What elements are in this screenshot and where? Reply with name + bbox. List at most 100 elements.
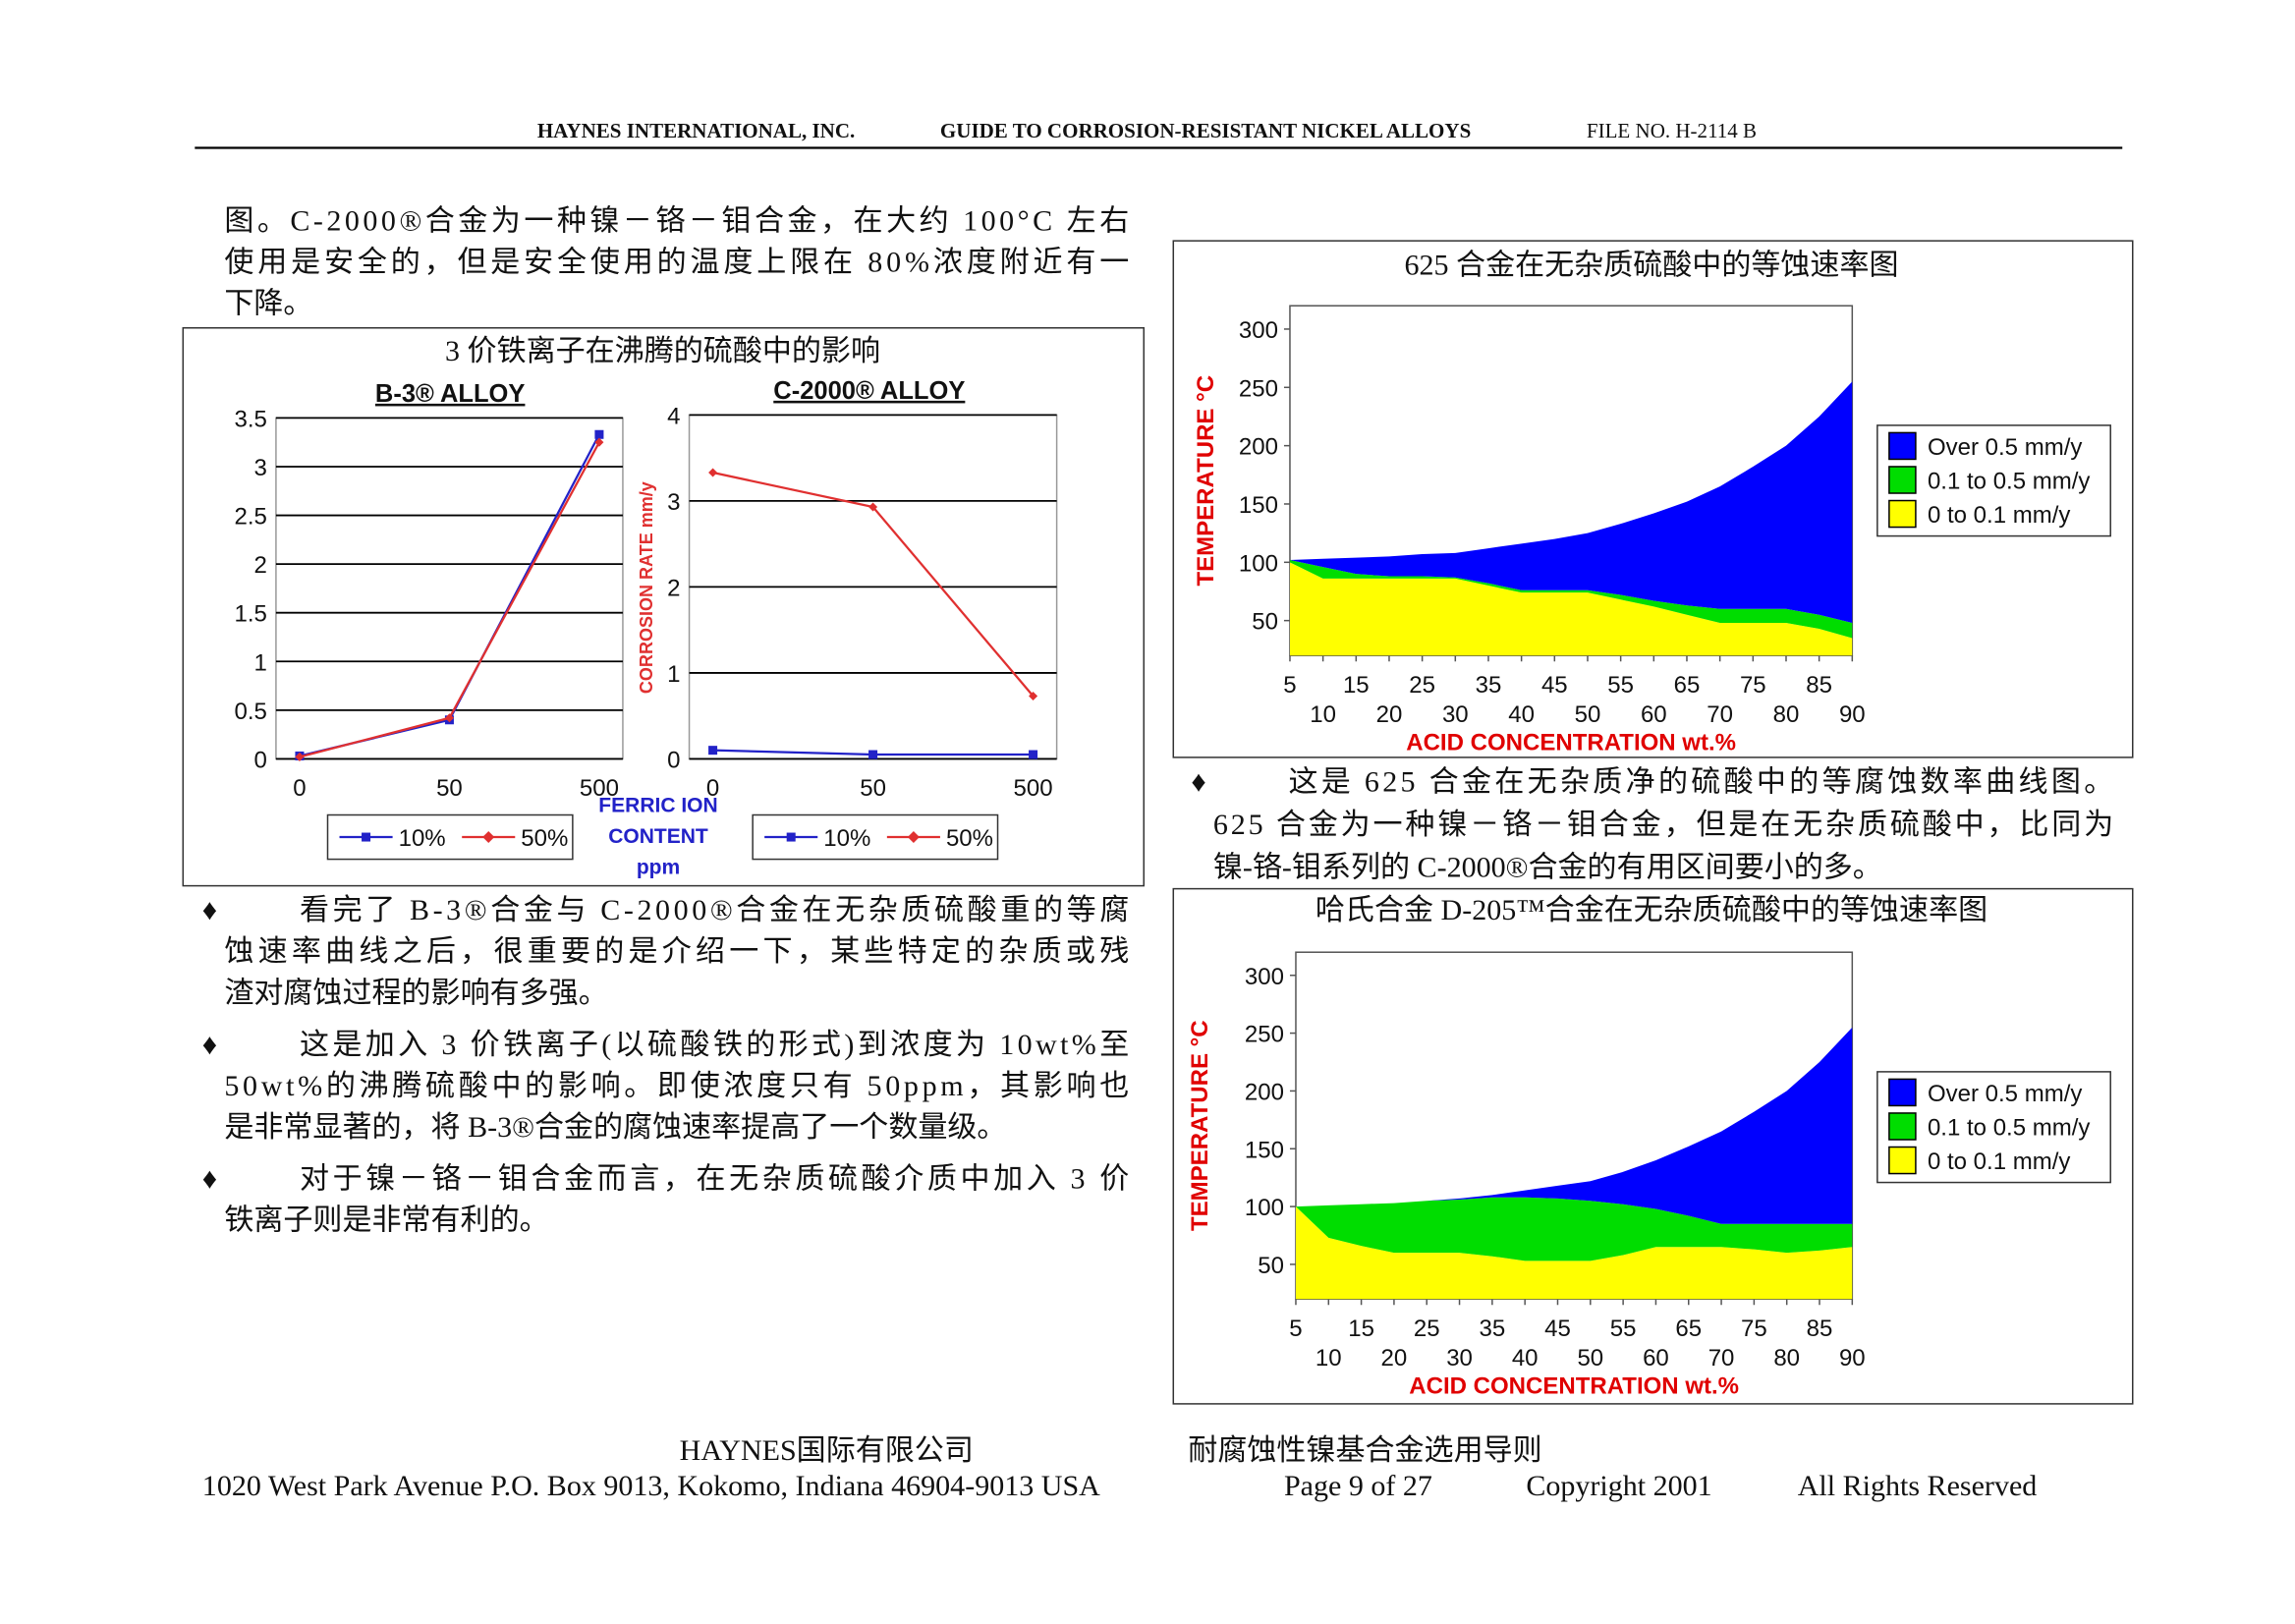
x-tick-label: 20 [1381,1345,1408,1372]
x-tick-label: 65 [1674,672,1701,699]
bullet-line: 这是 625 合金在无杂质净的硫酸中的等腐蚀数率曲线图。 [1288,765,2113,798]
x-tick-label: 35 [1476,672,1502,699]
bullet-line: 对于镍－铬－钼合金而言，在无杂质硫酸介质中加入 3 价 [300,1163,1129,1196]
legend-swatch [1888,1078,1917,1107]
footer-guide: 耐腐蚀性镍基合金选用导则 [1188,1434,1541,1467]
legend-label: 0 to 0.1 mm/y [1928,502,2070,529]
figure-frame [182,327,1145,887]
header-guide: GUIDE TO CORROSION-RESISTANT NICKEL ALLO… [940,119,1471,142]
legend-label: 10% [399,825,446,852]
area [1289,562,1853,656]
bullet-line: 渣对腐蚀过程的影响有多强。 [224,977,607,1009]
x-tick-label: 55 [1607,672,1634,699]
bullet-line: 是非常显著的，将 B-3®合金的腐蚀速率提高了一个数量级。 [224,1111,1006,1144]
y-tick-label: 3 [667,489,680,516]
legend-label: Over 0.5 mm/y [1928,434,2082,461]
y-axis-label: TEMPERATURE °C [1187,1020,1213,1231]
y-tick-label: 0.5 [235,699,267,725]
legend-label: 50% [946,825,993,852]
bullet-symbol: ♦ [202,894,217,926]
legend-swatch [1888,499,1917,529]
y-tick-label: 2.5 [235,504,267,531]
x-tick-label: 50 [1577,1345,1603,1372]
x-tick-label: 50 [860,775,886,802]
x-axis-label: FERRIC ION [598,795,717,817]
y-tick-label: 50 [1252,609,1278,636]
y-tick-label: 250 [1245,1022,1284,1048]
legend-label: 10% [823,825,870,852]
x-tick-label: 70 [1708,1345,1735,1372]
figure-frame [1172,240,2134,758]
legend-label: 0.1 to 0.5 mm/y [1928,469,2091,495]
data-point [868,502,878,512]
x-tick-label: 20 [1376,701,1403,728]
footer-page: Page 9 of 27 [1284,1470,1432,1502]
y-axis-label: CORROSION RATE mm/y [637,481,656,694]
area [1295,1027,1853,1224]
x-tick-label: 90 [1839,1345,1866,1372]
bullet-line: 镍-铬-钼系列的 C-2000®合金的有用区间要小的多。 [1213,852,1882,884]
x-tick-label: 50 [436,775,463,802]
bullet-symbol: ♦ [202,1163,217,1196]
x-tick-label: 70 [1707,701,1733,728]
bullet-symbol: ♦ [202,1029,217,1061]
x-tick-label: 75 [1741,1316,1767,1342]
y-tick-label: 3 [254,455,267,481]
y-tick-label: 50 [1258,1253,1284,1279]
bullet-line: 50wt%的沸腾硫酸中的影响。即使浓度只有 50ppm，其影响也 [224,1070,1129,1102]
y-tick-label: 200 [1239,434,1278,461]
data-point [868,750,878,759]
legend-swatch [1888,1112,1917,1141]
x-tick-label: 500 [1014,775,1053,802]
y-tick-label: 200 [1245,1079,1284,1105]
x-tick-label: 40 [1512,1345,1539,1372]
legend-swatch [1888,431,1917,461]
figure-frame [1172,887,2134,1405]
y-tick-label: 1 [667,661,680,688]
data-point [444,713,454,723]
y-tick-label: 4 [667,403,680,429]
footer-rights: All Rights Reserved [1798,1470,2038,1502]
x-axis-label: ACID CONCENTRATION wt.% [1409,1372,1739,1399]
x-tick-label: 0 [706,775,719,802]
x-axis-label: ACID CONCENTRATION wt.% [1406,729,1736,756]
legend-marker [482,831,495,844]
y-tick-label: 0 [254,747,267,773]
x-tick-label: 35 [1480,1316,1506,1342]
x-tick-label: 500 [580,775,619,802]
x-tick-label: 80 [1773,701,1800,728]
legend-marker [362,832,371,842]
x-tick-label: 10 [1315,1345,1342,1372]
x-tick-label: 15 [1343,672,1370,699]
x-tick-label: 0 [293,775,306,802]
area [1289,559,1853,639]
y-tick-label: 300 [1245,964,1284,990]
data-point [594,429,604,439]
legend-swatch [1888,1146,1917,1175]
x-tick-label: 75 [1740,672,1766,699]
data-point [708,468,718,477]
y-tick-label: 1 [254,649,267,676]
legend-label: 50% [521,825,568,852]
x-tick-label: 80 [1773,1345,1800,1372]
x-tick-label: 5 [1283,672,1296,699]
x-tick-label: 45 [1544,1316,1571,1342]
footer-address: 1020 West Park Avenue P.O. Box 9013, Kok… [202,1470,1100,1502]
bullet-line: 这是加入 3 价铁离子(以硫酸铁的形式)到浓度为 10wt%至 [300,1029,1129,1061]
x-tick-label: 60 [1643,1345,1669,1372]
data-point [708,746,718,756]
x-tick-label: 25 [1409,672,1435,699]
footer-copyright: Copyright 2001 [1526,1470,1711,1502]
legend-label: 0 to 0.1 mm/y [1928,1148,2070,1175]
y-tick-label: 100 [1239,550,1278,577]
paragraph-line: 图。C-2000®合金为一种镍－铬－钼合金，在大约 100°C 左右 [224,205,1129,238]
y-tick-label: 2 [667,575,680,601]
figure-title: 3 价铁离子在沸腾的硫酸中的影响 [445,335,880,367]
header-file: FILE NO. H-2114 B [1587,119,1757,142]
chart-title: C-2000® ALLOY [773,377,965,405]
x-tick-label: 30 [1442,701,1469,728]
x-tick-label: 50 [1575,701,1601,728]
x-tick-label: 30 [1446,1345,1473,1372]
x-axis-label: CONTENT [608,825,708,848]
